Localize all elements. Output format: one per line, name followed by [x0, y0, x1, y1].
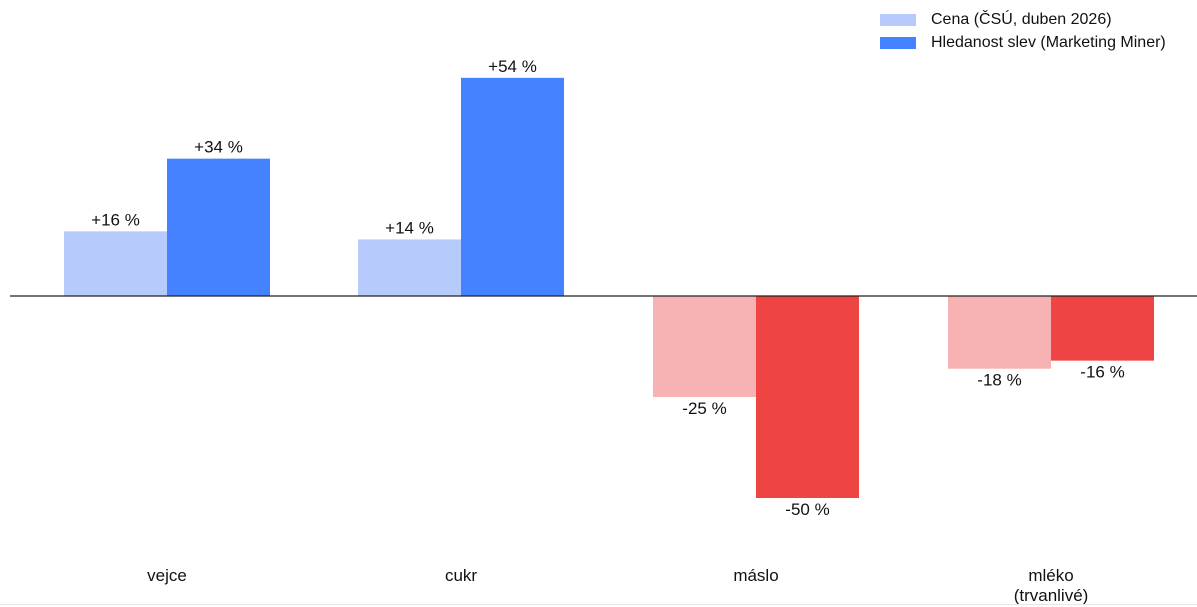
bar-s0-c1	[358, 239, 461, 296]
data-label-s0-c1: +14 %	[385, 218, 434, 237]
legend-swatch-price	[880, 13, 916, 26]
category-label-line: (trvanlivé)	[1014, 586, 1089, 605]
legend-swatch-search	[880, 36, 916, 49]
category-label-1: cukr	[445, 566, 477, 585]
category-label-0: vejce	[147, 566, 187, 585]
category-label-2: máslo	[733, 566, 778, 585]
bar-s1-c3	[1051, 296, 1154, 361]
category-labels-group: vejce cukr máslo mléko (trvanlivé)	[147, 566, 1088, 605]
legend-item-search: Hledanost slev (Marketing Miner)	[880, 31, 1166, 54]
data-labels-group: +16 % +34 % +14 % +54 % -25 % -50 % -18 % -16 %	[91, 57, 1125, 519]
bar-s1-c2	[756, 296, 859, 498]
bar-s1-c1	[461, 77, 564, 296]
data-label-s1-c1: +54 %	[488, 57, 537, 76]
data-label-s0-c3: -18 %	[977, 371, 1021, 390]
category-label-line: vejce	[147, 566, 187, 585]
bar-s0-c2	[653, 296, 756, 397]
bar-s0-c3	[948, 296, 1051, 369]
data-label-s1-c0: +34 %	[194, 138, 243, 157]
legend-item-price: Cena (ČSÚ, duben 2026)	[880, 8, 1166, 31]
category-label-line: máslo	[733, 566, 778, 585]
category-label-line: cukr	[445, 566, 477, 585]
data-label-s0-c2: -25 %	[682, 399, 726, 418]
data-label-s1-c2: -50 %	[785, 500, 829, 519]
legend-label-price: Cena (ČSÚ, duben 2026)	[931, 10, 1112, 28]
bar-s0-c0	[64, 231, 167, 296]
category-label-line: mléko	[1028, 566, 1073, 585]
data-label-s0-c0: +16 %	[91, 210, 140, 229]
bottom-border	[0, 604, 1197, 605]
legend: Cena (ČSÚ, duben 2026) Hledanost slev (M…	[880, 8, 1166, 54]
legend-label-search: Hledanost slev (Marketing Miner)	[931, 33, 1166, 51]
bars-group	[64, 77, 1154, 498]
data-label-s1-c3: -16 %	[1080, 363, 1124, 382]
category-label-3: mléko (trvanlivé)	[1014, 566, 1089, 605]
bar-s1-c0	[167, 158, 270, 296]
